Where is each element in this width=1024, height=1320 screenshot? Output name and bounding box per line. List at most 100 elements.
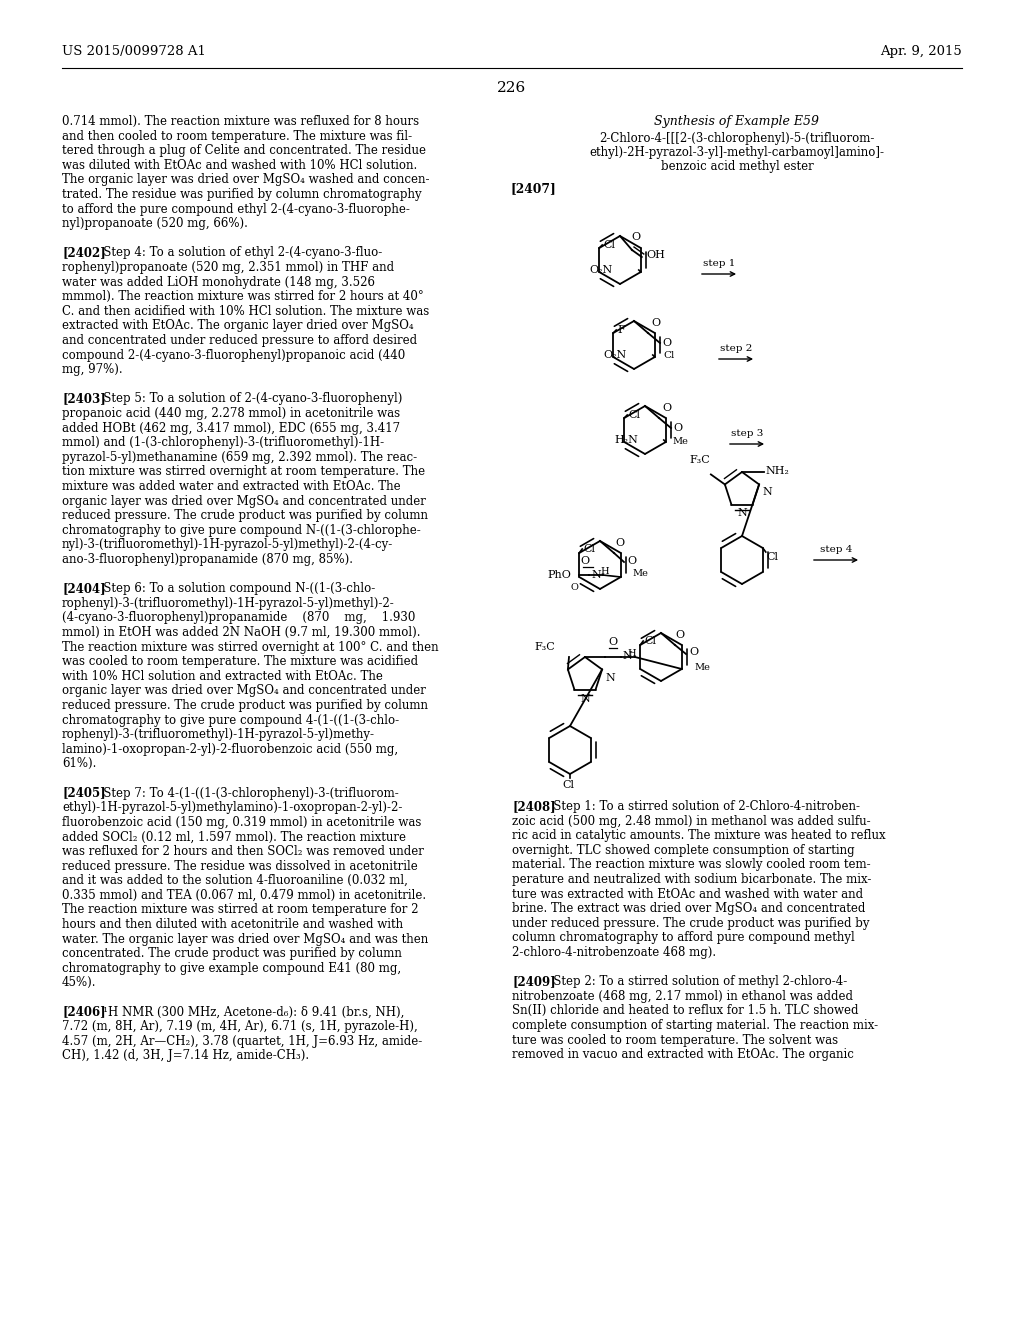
Text: was cooled to room temperature. The mixture was acidified: was cooled to room temperature. The mixt… (62, 655, 418, 668)
Text: O: O (651, 318, 660, 327)
Text: overnight. TLC showed complete consumption of starting: overnight. TLC showed complete consumpti… (512, 843, 855, 857)
Text: complete consumption of starting material. The reaction mix-: complete consumption of starting materia… (512, 1019, 879, 1032)
Text: H₂N: H₂N (614, 436, 638, 445)
Text: nitrobenzoate (468 mg, 2.17 mmol) in ethanol was added: nitrobenzoate (468 mg, 2.17 mmol) in eth… (512, 990, 853, 1003)
Text: ¹H NMR (300 MHz, Acetone-d₆): δ 9.41 (br.s, NH),: ¹H NMR (300 MHz, Acetone-d₆): δ 9.41 (br… (92, 1006, 404, 1019)
Text: rophenyl)-3-(trifluoromethyl)-1H-pyrazol-5-yl)methy-: rophenyl)-3-(trifluoromethyl)-1H-pyrazol… (62, 729, 375, 742)
Text: nyl)-3-(trifluoromethyl)-1H-pyrazol-5-yl)methyl)-2-(4-cy-: nyl)-3-(trifluoromethyl)-1H-pyrazol-5-yl… (62, 539, 393, 552)
Text: zoic acid (500 mg, 2.48 mmol) in methanol was added sulfu-: zoic acid (500 mg, 2.48 mmol) in methano… (512, 814, 870, 828)
Text: O: O (581, 556, 590, 566)
Text: Me: Me (694, 663, 710, 672)
Text: added HOBt (462 mg, 3.417 mmol), EDC (655 mg, 3.417: added HOBt (462 mg, 3.417 mmol), EDC (65… (62, 421, 400, 434)
Text: The organic layer was dried over MgSO₄ washed and concen-: The organic layer was dried over MgSO₄ w… (62, 173, 429, 186)
Text: water was added LiOH monohydrate (148 mg, 3.526: water was added LiOH monohydrate (148 mg… (62, 276, 375, 289)
Text: O: O (570, 583, 579, 591)
Text: N: N (762, 487, 772, 498)
Text: (4-cyano-3-fluorophenyl)propanamide    (870    mg,    1.930: (4-cyano-3-fluorophenyl)propanamide (870… (62, 611, 416, 624)
Text: and concentrated under reduced pressure to afford desired: and concentrated under reduced pressure … (62, 334, 417, 347)
Text: N: N (605, 673, 614, 684)
Text: [2403]: [2403] (62, 392, 105, 405)
Text: Cl: Cl (628, 411, 640, 420)
Text: and it was added to the solution 4-fluoroaniline (0.032 ml,: and it was added to the solution 4-fluor… (62, 874, 408, 887)
Text: 2-chloro-4-nitrobenzoate 468 mg).: 2-chloro-4-nitrobenzoate 468 mg). (512, 946, 716, 960)
Text: mixture was added water and extracted with EtOAc. The: mixture was added water and extracted wi… (62, 480, 400, 492)
Text: 0.714 mmol). The reaction mixture was refluxed for 8 hours: 0.714 mmol). The reaction mixture was re… (62, 115, 419, 128)
Text: O: O (673, 422, 682, 433)
Text: 4.57 (m, 2H, Ar—CH₂), 3.78 (quartet, 1H, J=6.93 Hz, amide-: 4.57 (m, 2H, Ar—CH₂), 3.78 (quartet, 1H,… (62, 1035, 422, 1048)
Text: Sn(II) chloride and heated to reflux for 1.5 h. TLC showed: Sn(II) chloride and heated to reflux for… (512, 1005, 858, 1018)
Text: [2405]: [2405] (62, 787, 105, 800)
Text: Step 2: To a stirred solution of methyl 2-chloro-4-: Step 2: To a stirred solution of methyl … (542, 975, 847, 989)
Text: O: O (627, 556, 636, 566)
Text: H: H (600, 568, 609, 577)
Text: benzoic acid methyl ester: benzoic acid methyl ester (660, 160, 813, 173)
Text: ture was cooled to room temperature. The solvent was: ture was cooled to room temperature. The… (512, 1034, 838, 1047)
Text: tered through a plug of Celite and concentrated. The residue: tered through a plug of Celite and conce… (62, 144, 426, 157)
Text: Step 7: To 4-(1-((1-(3-chlorophenyl)-3-(trifluorom-: Step 7: To 4-(1-((1-(3-chlorophenyl)-3-(… (92, 787, 399, 800)
Text: PhO: PhO (547, 570, 570, 579)
Text: perature and neutralized with sodium bicarbonate. The mix-: perature and neutralized with sodium bic… (512, 873, 871, 886)
Text: lamino)-1-oxopropan-2-yl)-2-fluorobenzoic acid (550 mg,: lamino)-1-oxopropan-2-yl)-2-fluorobenzoi… (62, 743, 398, 756)
Text: NH₂: NH₂ (765, 466, 788, 477)
Text: Step 1: To a stirred solution of 2-Chloro-4-nitroben-: Step 1: To a stirred solution of 2-Chlor… (542, 800, 860, 813)
Text: to afford the pure compound ethyl 2-(4-cyano-3-fluorophe-: to afford the pure compound ethyl 2-(4-c… (62, 202, 410, 215)
Text: reduced pressure. The crude product was purified by column: reduced pressure. The crude product was … (62, 700, 428, 711)
Text: Cl: Cl (562, 780, 574, 789)
Text: Step 5: To a solution of 2-(4-cyano-3-fluorophenyl): Step 5: To a solution of 2-(4-cyano-3-fl… (92, 392, 402, 405)
Text: C. and then acidified with 10% HCl solution. The mixture was: C. and then acidified with 10% HCl solut… (62, 305, 429, 318)
Text: mmmol). The reaction mixture was stirred for 2 hours at 40°: mmmol). The reaction mixture was stirred… (62, 290, 424, 304)
Text: O: O (632, 232, 641, 242)
Text: ethyl)-2H-pyrazol-3-yl]-methyl-carbamoyl]amino]-: ethyl)-2H-pyrazol-3-yl]-methyl-carbamoyl… (590, 147, 885, 158)
Text: Apr. 9, 2015: Apr. 9, 2015 (881, 45, 962, 58)
Text: O: O (662, 338, 671, 348)
Text: 7.72 (m, 8H, Ar), 7.19 (m, 4H, Ar), 6.71 (s, 1H, pyrazole-H),: 7.72 (m, 8H, Ar), 7.19 (m, 4H, Ar), 6.71… (62, 1020, 418, 1034)
Text: [2408]: [2408] (512, 800, 556, 813)
Text: mmol) and (1-(3-chlorophenyl)-3-(trifluoromethyl)-1H-: mmol) and (1-(3-chlorophenyl)-3-(trifluo… (62, 436, 384, 449)
Text: ethyl)-1H-pyrazol-5-yl)methylamino)-1-oxopropan-2-yl)-2-: ethyl)-1H-pyrazol-5-yl)methylamino)-1-ox… (62, 801, 402, 814)
Text: chromatography to give example compound E41 (80 mg,: chromatography to give example compound … (62, 962, 401, 974)
Text: Cl: Cl (767, 552, 779, 562)
Text: mg, 97%).: mg, 97%). (62, 363, 123, 376)
Text: 226: 226 (498, 81, 526, 95)
Text: removed in vacuo and extracted with EtOAc. The organic: removed in vacuo and extracted with EtOA… (512, 1048, 854, 1061)
Text: nyl)propanoate (520 mg, 66%).: nyl)propanoate (520 mg, 66%). (62, 218, 248, 230)
Text: chromatography to give pure compound N-((1-(3-chlorophe-: chromatography to give pure compound N-(… (62, 524, 421, 537)
Text: The reaction mixture was stirred at room temperature for 2: The reaction mixture was stirred at room… (62, 903, 419, 916)
Text: OH: OH (647, 249, 666, 260)
Text: column chromatography to afford pure compound methyl: column chromatography to afford pure com… (512, 932, 855, 944)
Text: O: O (608, 638, 617, 647)
Text: Step 4: To a solution of ethyl 2-(4-cyano-3-fluo-: Step 4: To a solution of ethyl 2-(4-cyan… (92, 247, 383, 260)
Text: O: O (689, 647, 698, 657)
Text: was refluxed for 2 hours and then SOCl₂ was removed under: was refluxed for 2 hours and then SOCl₂ … (62, 845, 424, 858)
Text: trated. The residue was purified by column chromatography: trated. The residue was purified by colu… (62, 187, 422, 201)
Text: F₃C: F₃C (689, 455, 710, 465)
Text: fluorobenzoic acid (150 mg, 0.319 mmol) in acetonitrile was: fluorobenzoic acid (150 mg, 0.319 mmol) … (62, 816, 421, 829)
Text: propanoic acid (440 mg, 2.278 mmol) in acetonitrile was: propanoic acid (440 mg, 2.278 mmol) in a… (62, 407, 400, 420)
Text: water. The organic layer was dried over MgSO₄ and was then: water. The organic layer was dried over … (62, 933, 428, 945)
Text: mmol) in EtOH was added 2N NaOH (9.7 ml, 19.300 mmol).: mmol) in EtOH was added 2N NaOH (9.7 ml,… (62, 626, 421, 639)
Text: Cl: Cl (644, 636, 656, 645)
Text: step 2: step 2 (720, 345, 753, 352)
Text: N: N (622, 651, 632, 661)
Text: ano-3-fluorophenyl)propanamide (870 mg, 85%).: ano-3-fluorophenyl)propanamide (870 mg, … (62, 553, 353, 566)
Text: extracted with EtOAc. The organic layer dried over MgSO₄: extracted with EtOAc. The organic layer … (62, 319, 414, 333)
Text: Cl: Cl (663, 351, 675, 359)
Text: organic layer was dried over MgSO₄ and concentrated under: organic layer was dried over MgSO₄ and c… (62, 495, 426, 508)
Text: N: N (581, 693, 591, 704)
Text: F: F (617, 325, 625, 335)
Text: N: N (738, 508, 748, 517)
Text: F₃C: F₃C (535, 642, 555, 652)
Text: brine. The extract was dried over MgSO₄ and concentrated: brine. The extract was dried over MgSO₄ … (512, 902, 865, 915)
Text: Cl: Cl (584, 544, 595, 554)
Text: O: O (676, 630, 685, 640)
Text: The reaction mixture was stirred overnight at 100° C. and then: The reaction mixture was stirred overnig… (62, 640, 438, 653)
Text: organic layer was dried over MgSO₄ and concentrated under: organic layer was dried over MgSO₄ and c… (62, 684, 426, 697)
Text: 61%).: 61%). (62, 758, 96, 771)
Text: step 4: step 4 (820, 545, 852, 554)
Text: material. The reaction mixture was slowly cooled room tem-: material. The reaction mixture was slowl… (512, 858, 870, 871)
Text: and then cooled to room temperature. The mixture was fil-: and then cooled to room temperature. The… (62, 129, 412, 143)
Text: [2407]: [2407] (510, 182, 556, 195)
Text: Me: Me (632, 569, 648, 578)
Text: added SOCl₂ (0.12 ml, 1.597 mmol). The reaction mixture: added SOCl₂ (0.12 ml, 1.597 mmol). The r… (62, 830, 406, 843)
Text: [2406]: [2406] (62, 1006, 105, 1019)
